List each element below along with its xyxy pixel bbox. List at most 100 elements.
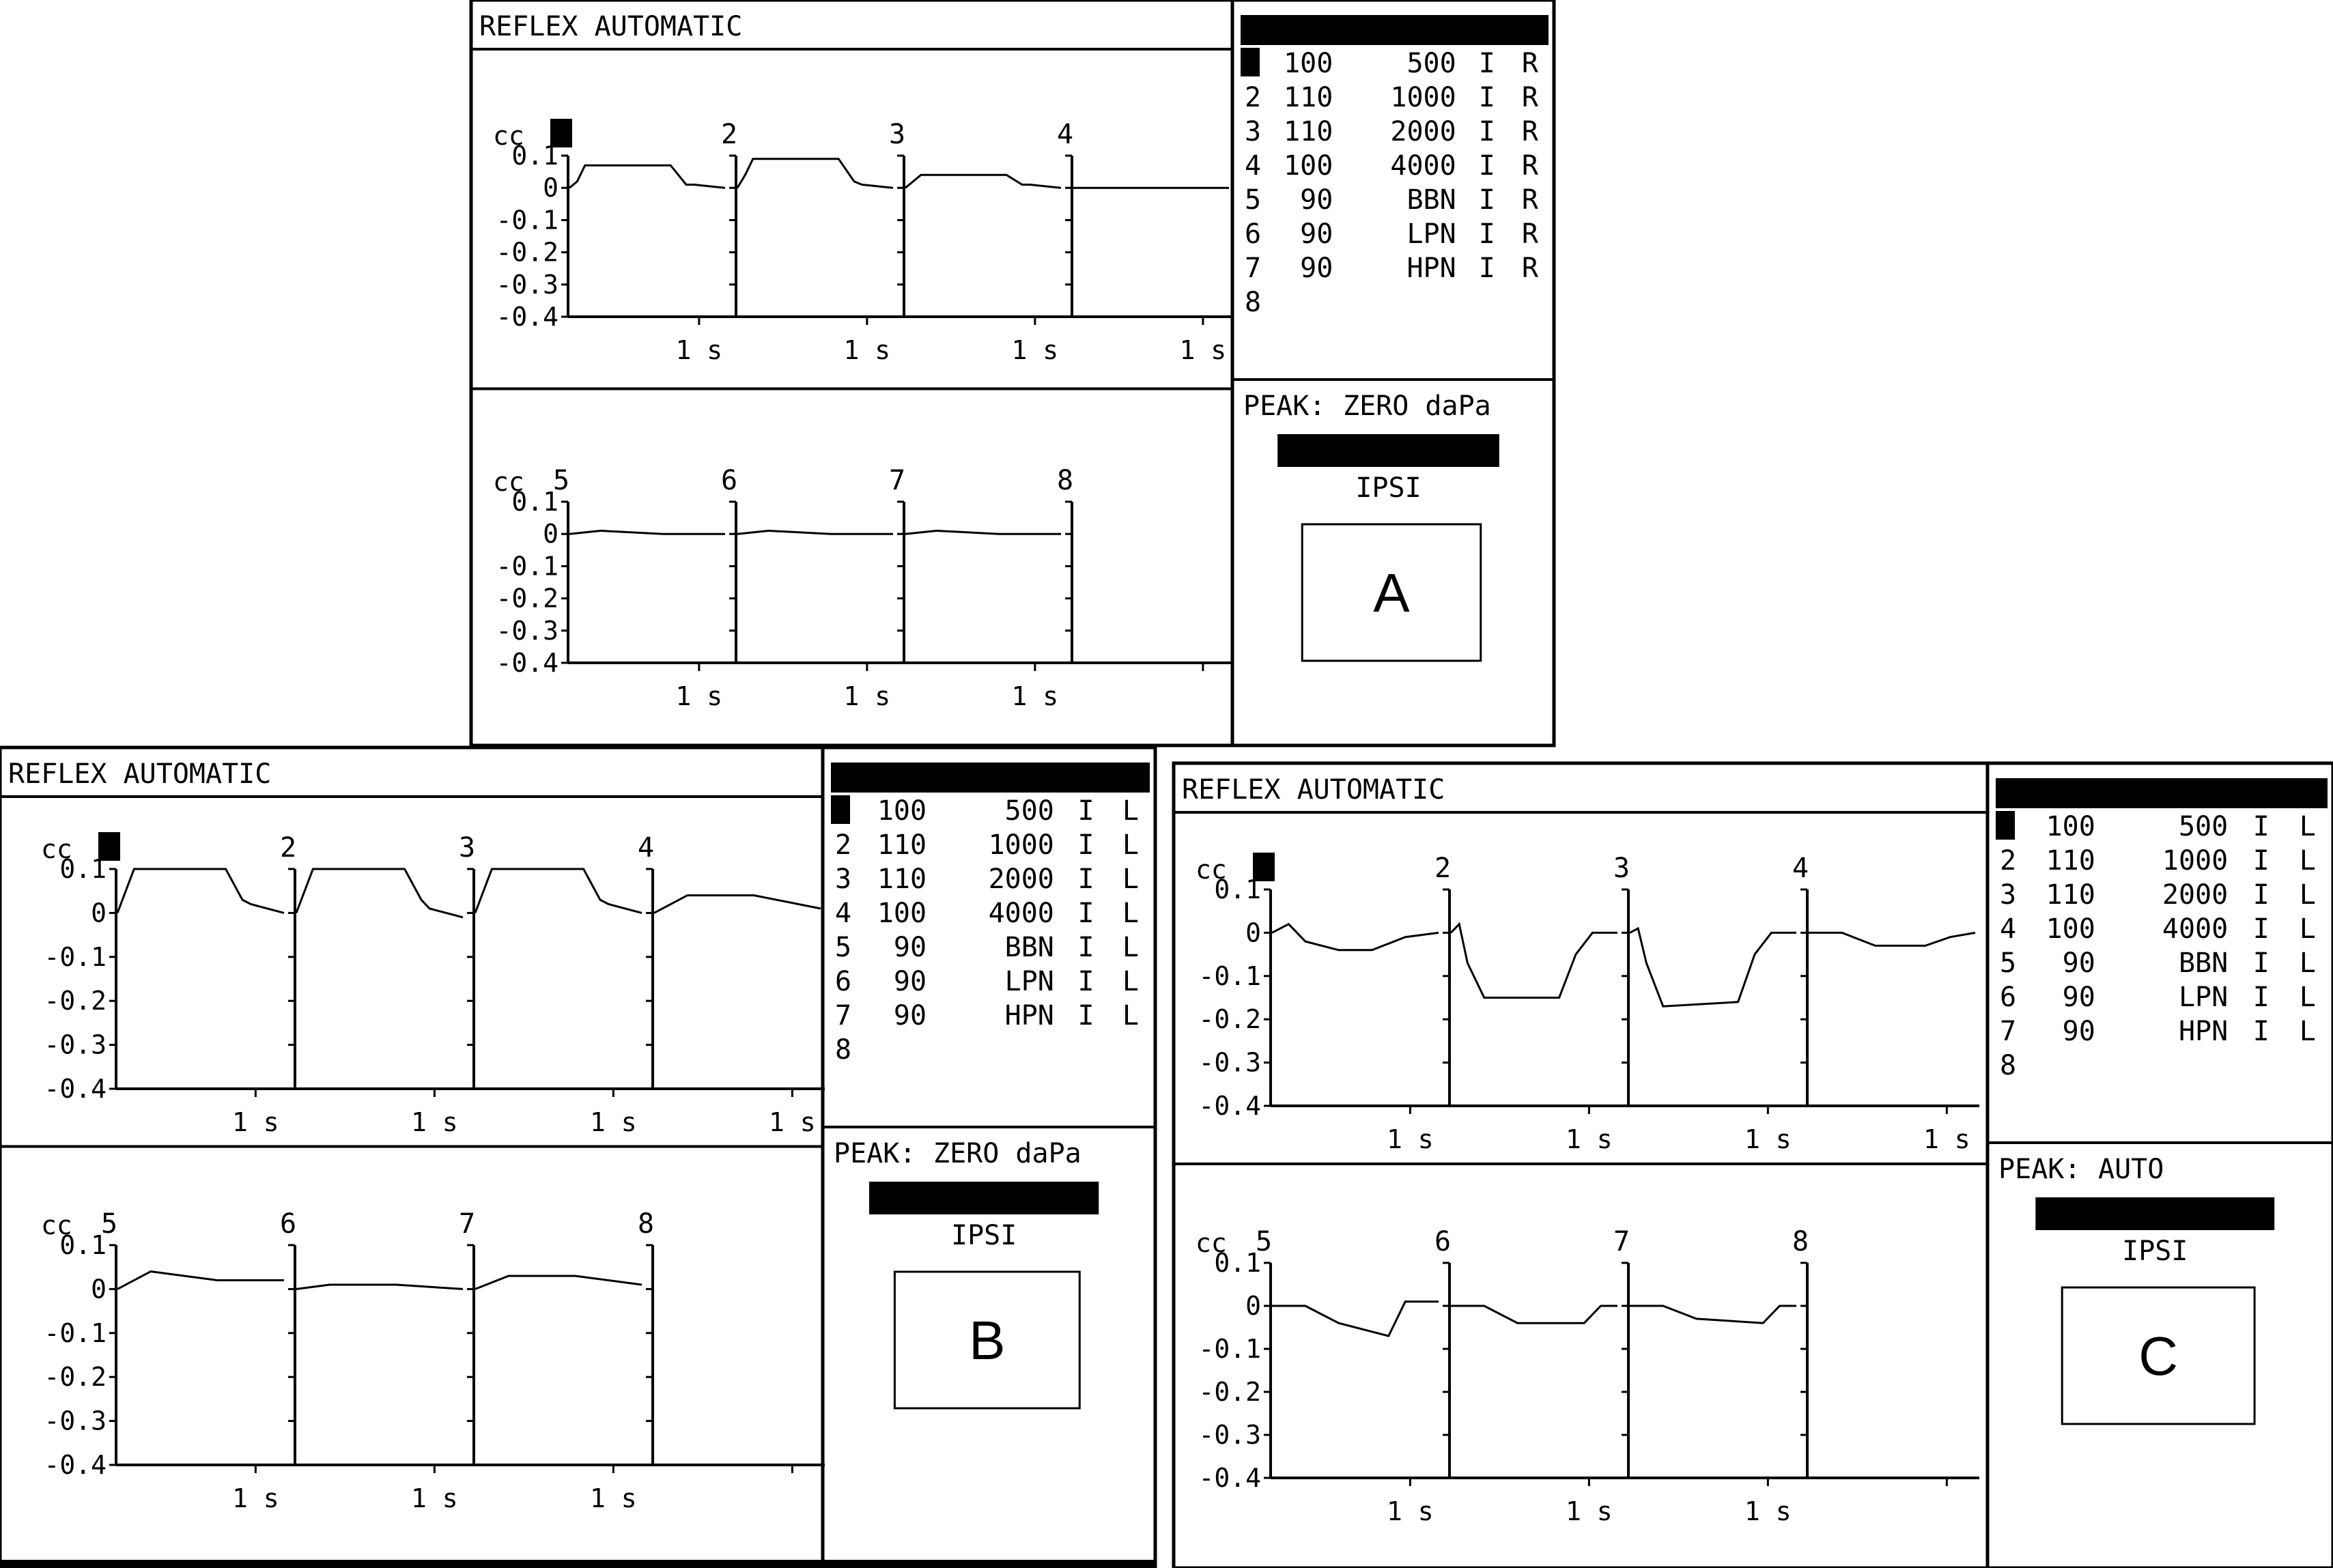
trace-line [736,158,894,189]
channel-5: 5 1 s [553,465,725,711]
row-side: L [1122,1000,1139,1031]
table-row: 3 110 2000 I L [2000,879,2316,911]
row-mode: I [1479,218,1495,250]
row-mode: I [1078,795,1094,827]
row-db: 110 [877,829,927,861]
y-tick-label: 0 [91,1274,107,1304]
row-number: 3 [1245,116,1261,147]
time-label: 1 s [1012,335,1059,365]
row-mode: I [2253,1016,2270,1047]
channel-6: 6 1 s [721,465,893,711]
channel-1: 1 1 s [550,119,726,365]
y-tick-label: -0.4 [44,1074,107,1104]
row-number: 1 [2000,811,2016,842]
table-header-hz: Hz [2187,781,2216,809]
channel-5: 5 1 s [1256,1226,1439,1526]
channel-label: 8 [638,1208,654,1240]
active-side-value: IPSI [951,1220,1017,1251]
row-db: 100 [877,795,927,827]
row-side: L [1122,795,1139,827]
trace-line [1809,931,1976,947]
channel-label: 1 [553,119,569,150]
row-mode: I [1078,829,1094,861]
row-side: L [2300,913,2316,945]
chart-row-1: cc0.10-0.1-0.2-0.3-0.411 s21 s31 s41 s [1196,853,1979,1154]
time-label: 1 s [232,1483,279,1513]
row-hz: 500 [1406,48,1456,79]
row-side: R [1522,116,1539,147]
panel-bottom-bar [0,1560,1155,1568]
channel-1: 1 1 s [98,832,285,1137]
row-db: 90 [2063,1016,2095,1047]
time-label: 1 s [590,1483,637,1513]
row-db: 90 [2063,947,2095,979]
row-mode: I [2253,845,2270,876]
time-label: 1 s [411,1483,458,1513]
time-label: 1 s [769,1107,816,1137]
y-tick-label: 0 [1245,1291,1261,1321]
row-side: L [1122,864,1139,895]
table-row: 2 110 1000 I L [2000,845,2316,876]
trace-line [905,173,1062,189]
time-label: 1 s [1387,1496,1434,1526]
time-label: 1 s [1566,1124,1613,1154]
y-tick-label: 0 [543,519,558,549]
trace-line [905,529,1061,535]
row-number: 5 [835,932,851,963]
channel-label: 3 [459,832,475,864]
channel-4: 4 1 s [1792,853,1976,1154]
y-unit-label: cc [1196,1228,1227,1258]
chart-row-2: cc0.10-0.1-0.2-0.3-0.451 s61 s71 s8 [493,465,1233,711]
y-tick-label: -0.4 [1198,1091,1261,1121]
table-header-bar [831,762,1150,793]
row-db: 90 [1300,184,1333,216]
row-side: L [1122,829,1139,861]
row-mode: I [2253,947,2270,979]
table-row: 7 90 HPN I L [2000,1016,2316,1047]
row-hz: 4000 [2162,913,2228,945]
row-hz: 1000 [1390,82,1456,113]
row-mode: I [1078,898,1094,929]
panel-title: REFLEX AUTOMATIC [479,11,742,42]
y-tick-label: -0.2 [496,238,558,268]
y-tick-label: -0.3 [1198,1420,1261,1450]
row-side: L [2300,811,2316,842]
active-side-label: ACTIVE SIDE [894,1183,1075,1214]
row-hz: 2000 [989,864,1054,895]
row-number: 1 [1245,48,1261,79]
row-side: L [2300,1016,2316,1047]
table-row: 5 90 BBN I L [2000,947,2316,979]
row-side: L [2300,845,2316,876]
trace-line [1271,922,1439,952]
row-mode: I [2253,879,2270,911]
y-unit-label: cc [41,1210,72,1240]
row-db: 90 [1300,218,1333,250]
y-tick-label: 0.1 [1214,1248,1261,1278]
chart-row-1: cc0.10-0.1-0.2-0.3-0.411 s21 s31 s41 s [41,832,825,1137]
peak-value: ZERO daPa [1343,390,1491,422]
active-side-bar [2035,1197,2275,1230]
trace-line [1451,1305,1617,1324]
y-unit-label: cc [1196,855,1227,885]
chart-row-1: cc0.10-0.1-0.2-0.3-0.411 s21 s31 s41 s [493,119,1233,365]
time-label: 1 s [1744,1124,1792,1154]
table-header-bar [1241,15,1549,45]
row-db: 100 [2046,811,2095,842]
table-row: 1 100 500 I L [1996,811,2316,842]
channel-label: 5 [553,465,569,496]
chart-row-2: cc0.10-0.1-0.2-0.3-0.451 s61 s71 s8 [41,1208,825,1513]
row-db: 110 [1284,116,1333,147]
channel-label: 2 [721,119,737,150]
row-number: 8 [2000,1050,2016,1081]
table-header-num: # [2001,781,2016,809]
row-hz: HPN [1005,1000,1054,1031]
time-label: 1 s [1566,1496,1613,1526]
row-number: 5 [2000,947,2016,979]
channel-8: 8 [1792,1226,1948,1486]
time-label: 1 s [232,1107,279,1137]
time-label: 1 s [590,1107,637,1137]
row-number: 4 [2000,913,2016,945]
panel-label-box [893,1270,1081,1410]
